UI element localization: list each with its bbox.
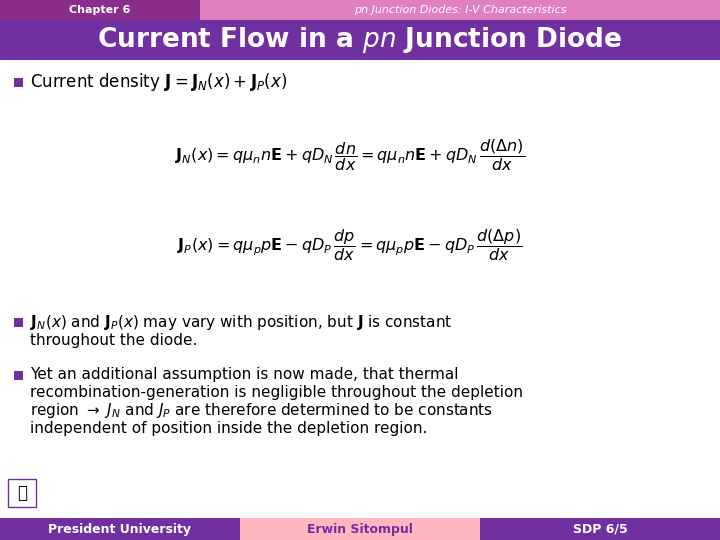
Bar: [8, 479, 36, 507]
Text: throughout the diode.: throughout the diode.: [30, 333, 197, 348]
Text: Current density $\mathbf{J} = \mathbf{J}_N(x) + \mathbf{J}_P(x)$: Current density $\mathbf{J} = \mathbf{J}…: [30, 71, 287, 93]
Bar: [0, 518, 240, 540]
Bar: [14, 78, 23, 86]
Bar: [0, 0, 200, 20]
Text: 🏛: 🏛: [17, 484, 27, 502]
Text: Erwin Sitompul: Erwin Sitompul: [307, 523, 413, 536]
Text: Current Flow in a $\it{pn}$ Junction Diode: Current Flow in a $\it{pn}$ Junction Dio…: [97, 25, 623, 55]
Bar: [14, 318, 23, 327]
Text: SDP 6/5: SDP 6/5: [572, 523, 627, 536]
Text: recombination-generation is negligible throughout the depletion: recombination-generation is negligible t…: [30, 386, 523, 401]
Text: $\mathbf{J}_P(x) = q\mu_p p\mathbf{E} - qD_P\,\dfrac{dp}{dx} = q\mu_p p\mathbf{E: $\mathbf{J}_P(x) = q\mu_p p\mathbf{E} - …: [177, 227, 523, 263]
Text: Chapter 6: Chapter 6: [69, 5, 131, 15]
Text: independent of position inside the depletion region.: independent of position inside the deple…: [30, 422, 428, 436]
Text: Yet an additional assumption is now made, that thermal: Yet an additional assumption is now made…: [30, 368, 459, 382]
Text: $\mathbf{J}_N(x)$ and $\mathbf{J}_P(x)$ may vary with position, but $\mathbf{J}$: $\mathbf{J}_N(x)$ and $\mathbf{J}_P(x)$ …: [30, 313, 452, 332]
Text: pn Junction Diodes: I-V Characteristics: pn Junction Diodes: I-V Characteristics: [354, 5, 566, 15]
Bar: [240, 518, 480, 540]
Bar: [14, 370, 23, 380]
Text: region $\rightarrow$ $J_N$ and $J_P$ are therefore determined to be constants: region $\rightarrow$ $J_N$ and $J_P$ are…: [30, 402, 493, 421]
Bar: [200, 0, 720, 20]
Bar: [0, 20, 720, 60]
Text: President University: President University: [48, 523, 192, 536]
Bar: [480, 518, 720, 540]
Text: $\mathbf{J}_N(x) = q\mu_n n\mathbf{E} + qD_N\,\dfrac{dn}{dx} = q\mu_n n\mathbf{E: $\mathbf{J}_N(x) = q\mu_n n\mathbf{E} + …: [175, 137, 525, 173]
